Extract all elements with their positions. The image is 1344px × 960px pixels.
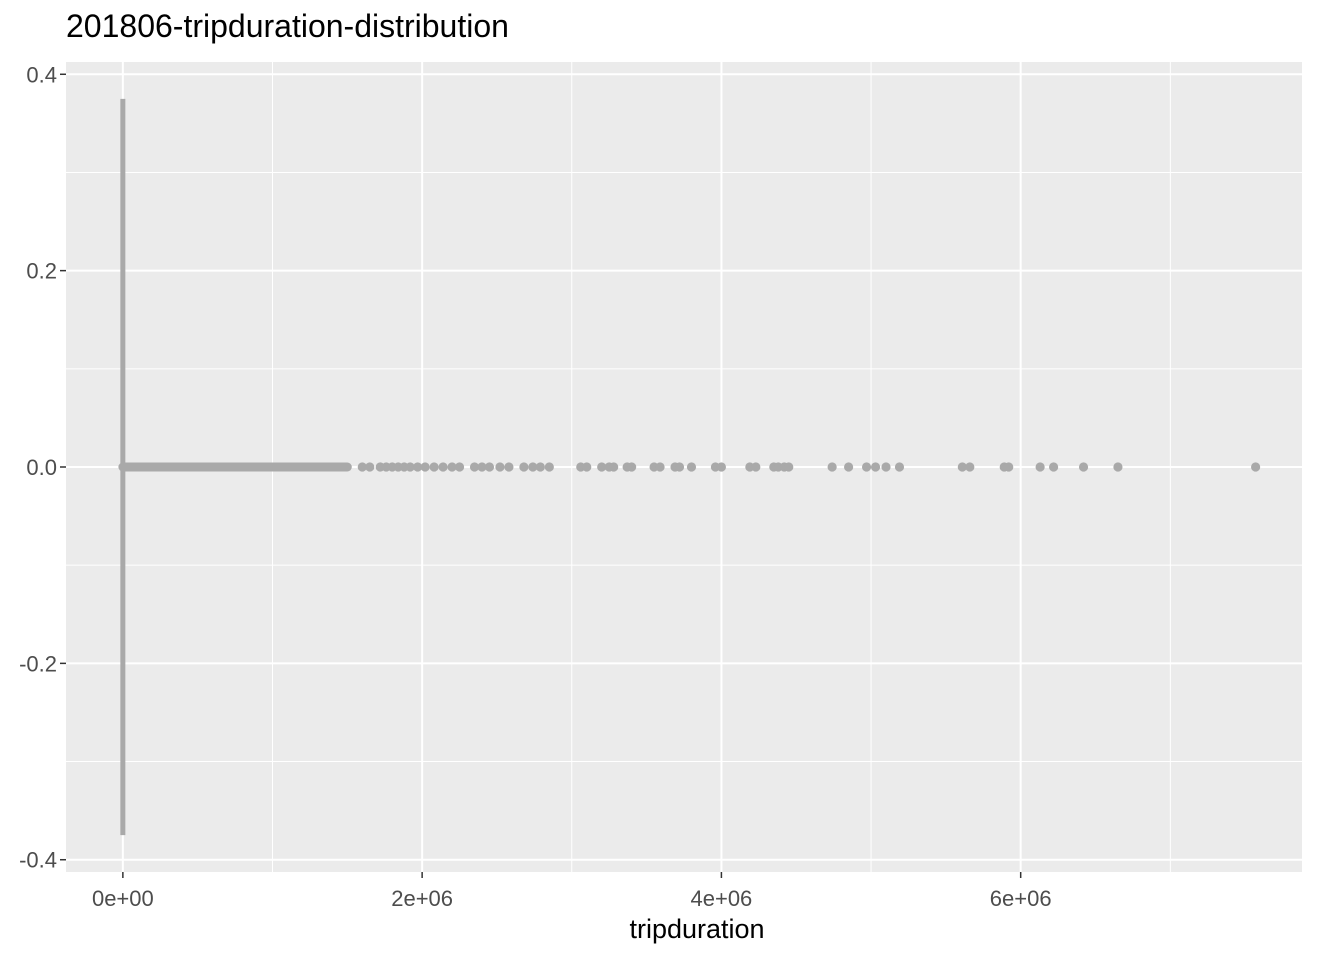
x-axis-title: tripduration (629, 914, 764, 944)
data-point (429, 462, 439, 472)
data-point (405, 462, 415, 472)
y-tick-label: 0.0 (26, 455, 57, 480)
data-point (686, 462, 697, 472)
data-point (420, 462, 430, 472)
data-point (1004, 462, 1014, 472)
data-point (1035, 462, 1045, 472)
y-tick-labels: 0.4 0.2 0.0 -0.2 -0.4 (19, 62, 57, 872)
data-point (447, 462, 457, 472)
x-tick-label: 4e+06 (691, 886, 753, 911)
y-tick-label: -0.4 (19, 848, 57, 873)
x-tick-labels: 0e+00 2e+06 4e+06 6e+06 (92, 886, 1052, 911)
data-point (784, 462, 794, 472)
y-tick-label: -0.2 (19, 651, 57, 676)
data-point (454, 462, 465, 472)
x-tick-label: 0e+00 (92, 886, 154, 911)
data-point (1078, 462, 1089, 472)
data-point (870, 462, 881, 472)
data-point (655, 462, 665, 472)
data-point (504, 462, 514, 472)
data-point (484, 462, 495, 472)
data-point (597, 462, 607, 472)
data-point (495, 462, 505, 472)
data-point (751, 462, 761, 472)
x-tick-label: 2e+06 (391, 886, 453, 911)
y-tick-label: 0.2 (26, 259, 57, 284)
data-point (519, 462, 529, 472)
data-point (1251, 462, 1261, 472)
data-point (1113, 462, 1123, 472)
data-point (413, 462, 423, 472)
chart-title: 201806-tripduration-distribution (66, 8, 509, 44)
data-point (827, 462, 837, 472)
data-point (469, 462, 480, 472)
y-tick-label: 0.4 (26, 62, 57, 87)
data-point (582, 462, 592, 472)
data-point (1049, 462, 1059, 472)
data-point (957, 462, 967, 472)
data-point (965, 462, 975, 472)
data-point (894, 462, 905, 472)
data-marks (118, 98, 1261, 836)
data-point (438, 462, 448, 472)
data-point (528, 462, 538, 472)
data-point (609, 462, 619, 472)
data-point (881, 462, 891, 472)
data-point (544, 462, 554, 472)
data-point (861, 462, 872, 472)
data-point (365, 462, 375, 472)
data-point (674, 462, 685, 472)
data-point (716, 462, 727, 472)
data-point (844, 462, 854, 472)
data-point (535, 462, 545, 472)
data-point (477, 462, 487, 472)
data-point (627, 462, 637, 472)
data-point (357, 462, 367, 472)
axis-ticks (60, 73, 1022, 878)
x-tick-label: 6e+06 (990, 886, 1052, 911)
